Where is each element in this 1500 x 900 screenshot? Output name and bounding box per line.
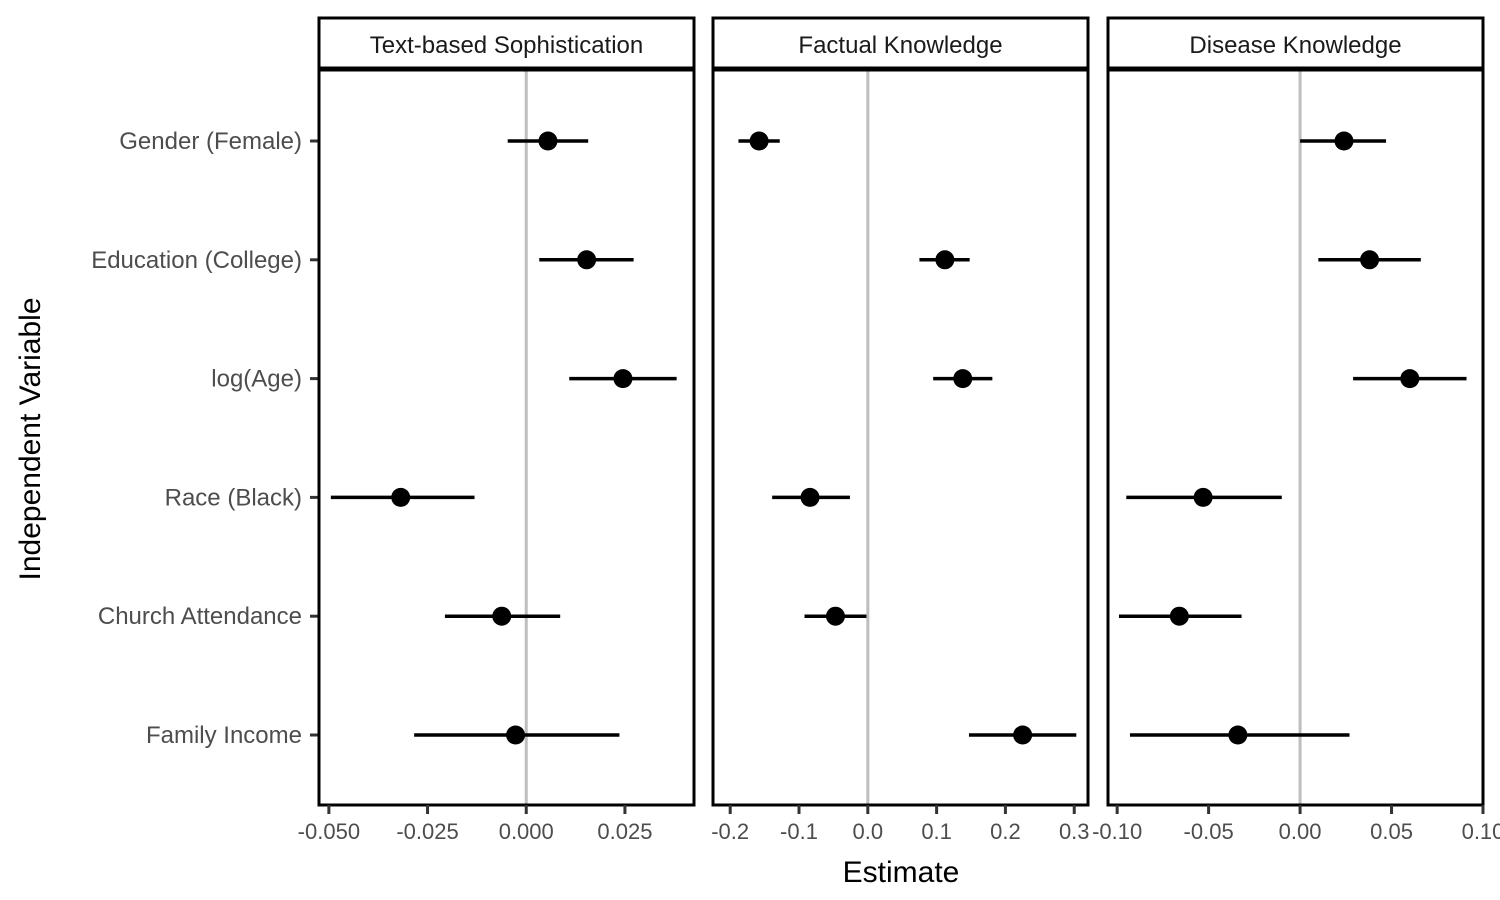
estimate-point [506,725,526,745]
category-label: Family Income [146,722,302,749]
facet-strip-title: Disease Knowledge [1189,32,1401,59]
facet-strip [1106,16,1485,70]
category-label: Gender (Female) [119,128,302,155]
estimate-point [749,131,769,151]
y-axis-title: Independent Variable [14,297,47,580]
x-tick-label: 0.000 [499,819,554,844]
x-tick-label: 0.00 [1279,819,1322,844]
estimate-point [1400,369,1420,389]
facet-panel: Factual Knowledge -0.2 -0.1 0.0 0.1 0.2 0.3 [711,16,1090,844]
x-tick-label: 0.1 [921,819,952,844]
estimate-point [1228,725,1248,745]
x-tick-label: -0.050 [298,819,360,844]
estimate-point [1360,250,1380,270]
x-tick-label: 0.10 [1462,819,1500,844]
x-tick-label: -0.10 [1092,819,1142,844]
x-tick-label: -0.025 [396,819,458,844]
panel-border [1106,68,1485,807]
category-label: log(Age) [211,366,302,393]
estimate-point [953,369,973,389]
facet-strip [711,16,1090,70]
estimate-point [1193,487,1213,507]
facet-strip-title: Factual Knowledge [798,32,1002,59]
estimate-point [391,487,411,507]
x-tick-label: 0.2 [990,819,1021,844]
facet-strip-title: Text-based Sophistication [370,32,644,59]
facet-panel: Disease Knowledge -0.10 -0.05 0.00 0.05 0.10 [1092,16,1500,844]
category-label: Race (Black) [165,484,302,511]
x-tick-label: -0.05 [1184,819,1234,844]
estimate-point [800,487,820,507]
x-tick-label: -0.2 [711,819,749,844]
category-label: Education (College) [91,247,302,274]
x-tick-label: 0.3 [1059,819,1090,844]
x-tick-label: 0.025 [597,819,652,844]
estimate-point [935,250,955,270]
category-labels: Gender (Female) Education (College) log(Ag… [91,128,319,749]
panel-border [317,68,696,807]
estimate-point [1334,131,1354,151]
facet-strip [317,16,696,70]
facet-panels: Text-based Sophistication -0.050 -0.025 0.0… [298,16,1500,844]
estimate-point [492,606,512,626]
facet-panel: Text-based Sophistication -0.050 -0.025 0.0… [298,16,696,844]
x-tick-label: 0.05 [1370,819,1413,844]
panel-border [711,68,1090,807]
estimate-point [613,369,633,389]
x-tick-label: 0.0 [853,819,884,844]
estimate-point [825,606,845,626]
x-axis-title: Estimate [843,856,960,889]
x-tick-label: -0.1 [780,819,818,844]
category-label: Church Attendance [98,603,302,630]
estimate-point [1013,725,1033,745]
estimate-point [538,131,558,151]
estimate-point [577,250,597,270]
estimate-point [1169,606,1189,626]
